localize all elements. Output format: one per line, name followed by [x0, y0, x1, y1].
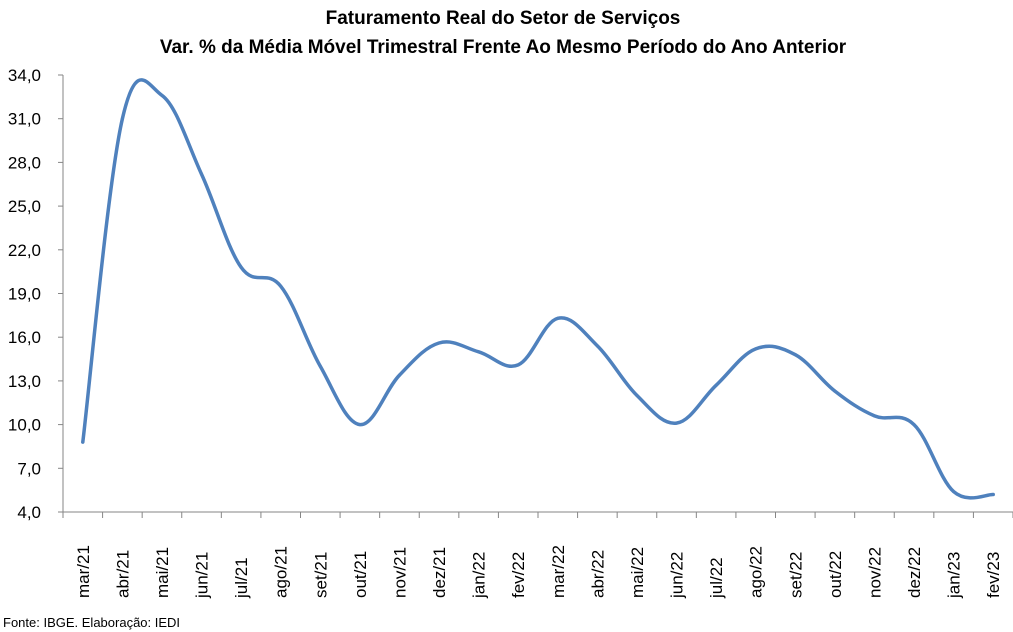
data-point	[912, 423, 916, 427]
x-tick-label: mai/21	[153, 547, 172, 598]
y-tick-label: 4,0	[17, 503, 41, 522]
x-tick-label: ago/22	[747, 546, 766, 598]
series-layer	[81, 78, 995, 500]
x-tick-label: fev/22	[509, 552, 528, 598]
data-point	[635, 393, 639, 397]
data-point	[358, 423, 362, 427]
data-point	[437, 341, 441, 345]
x-tick-label: jul/22	[707, 557, 726, 599]
y-tick-label: 34,0	[8, 66, 41, 85]
data-point	[793, 353, 797, 357]
data-point	[675, 421, 679, 425]
y-tick-label: 7,0	[17, 459, 41, 478]
data-point	[952, 490, 956, 494]
y-tick-label: 31,0	[8, 110, 41, 129]
data-point	[516, 363, 520, 367]
data-point	[833, 389, 837, 393]
x-tick-label: jun/21	[193, 552, 212, 599]
y-tick-label: 13,0	[8, 372, 41, 391]
x-tick-label: abr/22	[588, 550, 607, 598]
data-point	[754, 347, 758, 351]
data-point	[81, 440, 85, 444]
x-tick-label: jul/21	[232, 557, 251, 599]
x-tick-label: set/21	[311, 552, 330, 598]
x-tick-label: nov/22	[865, 547, 884, 598]
data-point	[200, 172, 204, 176]
data-point	[714, 383, 718, 387]
x-tick-label: jan/23	[945, 552, 964, 599]
x-tick-label: out/21	[351, 551, 370, 598]
y-tick-label: 28,0	[8, 153, 41, 172]
x-tick-label: jun/22	[668, 552, 687, 599]
x-tick-label: mai/22	[628, 547, 647, 598]
data-point	[991, 493, 995, 497]
data-point	[872, 414, 876, 418]
x-tick-label: set/22	[786, 552, 805, 598]
x-tick-label: dez/22	[905, 547, 924, 598]
series-line	[81, 78, 995, 500]
x-tick-label: abr/21	[113, 550, 132, 598]
y-axis: 4,0 7,0 10,0 13,0 16,0 19,0 22,0 25,0 28,0 31,0 34…	[8, 66, 64, 522]
y-tick-label: 19,0	[8, 285, 41, 304]
data-point	[595, 344, 599, 348]
data-point	[477, 350, 481, 354]
x-tick-label: mar/22	[549, 545, 568, 598]
y-tick-label: 22,0	[8, 241, 41, 260]
data-point	[279, 284, 283, 288]
x-tick-label: mar/21	[74, 545, 93, 598]
data-point	[397, 373, 401, 377]
x-tick-label: jan/22	[470, 552, 489, 599]
chart-subtitle: Var. % da Média Móvel Trimestral Frente …	[160, 37, 847, 58]
x-tick-label: out/22	[826, 551, 845, 598]
x-tick-label: fev/23	[984, 552, 1003, 598]
data-point	[160, 93, 164, 97]
x-tick-label: ago/21	[272, 546, 291, 598]
data-point	[556, 316, 560, 320]
y-tick-label: 16,0	[8, 328, 41, 347]
data-point	[318, 364, 322, 368]
x-tick-label: nov/21	[390, 547, 409, 598]
x-axis: mar/21 abr/21 mai/21 jun/21 jul/21 ago/21 set/…	[62, 511, 1013, 599]
x-tick-label: dez/21	[430, 547, 449, 598]
y-tick-label: 10,0	[8, 416, 41, 435]
y-tick-label: 25,0	[8, 197, 41, 216]
data-point	[120, 117, 124, 121]
chart-title: Faturamento Real do Setor de Serviços	[326, 8, 681, 29]
data-point	[239, 265, 243, 269]
source-note: Fonte: IBGE. Elaboração: IEDI	[3, 615, 180, 630]
